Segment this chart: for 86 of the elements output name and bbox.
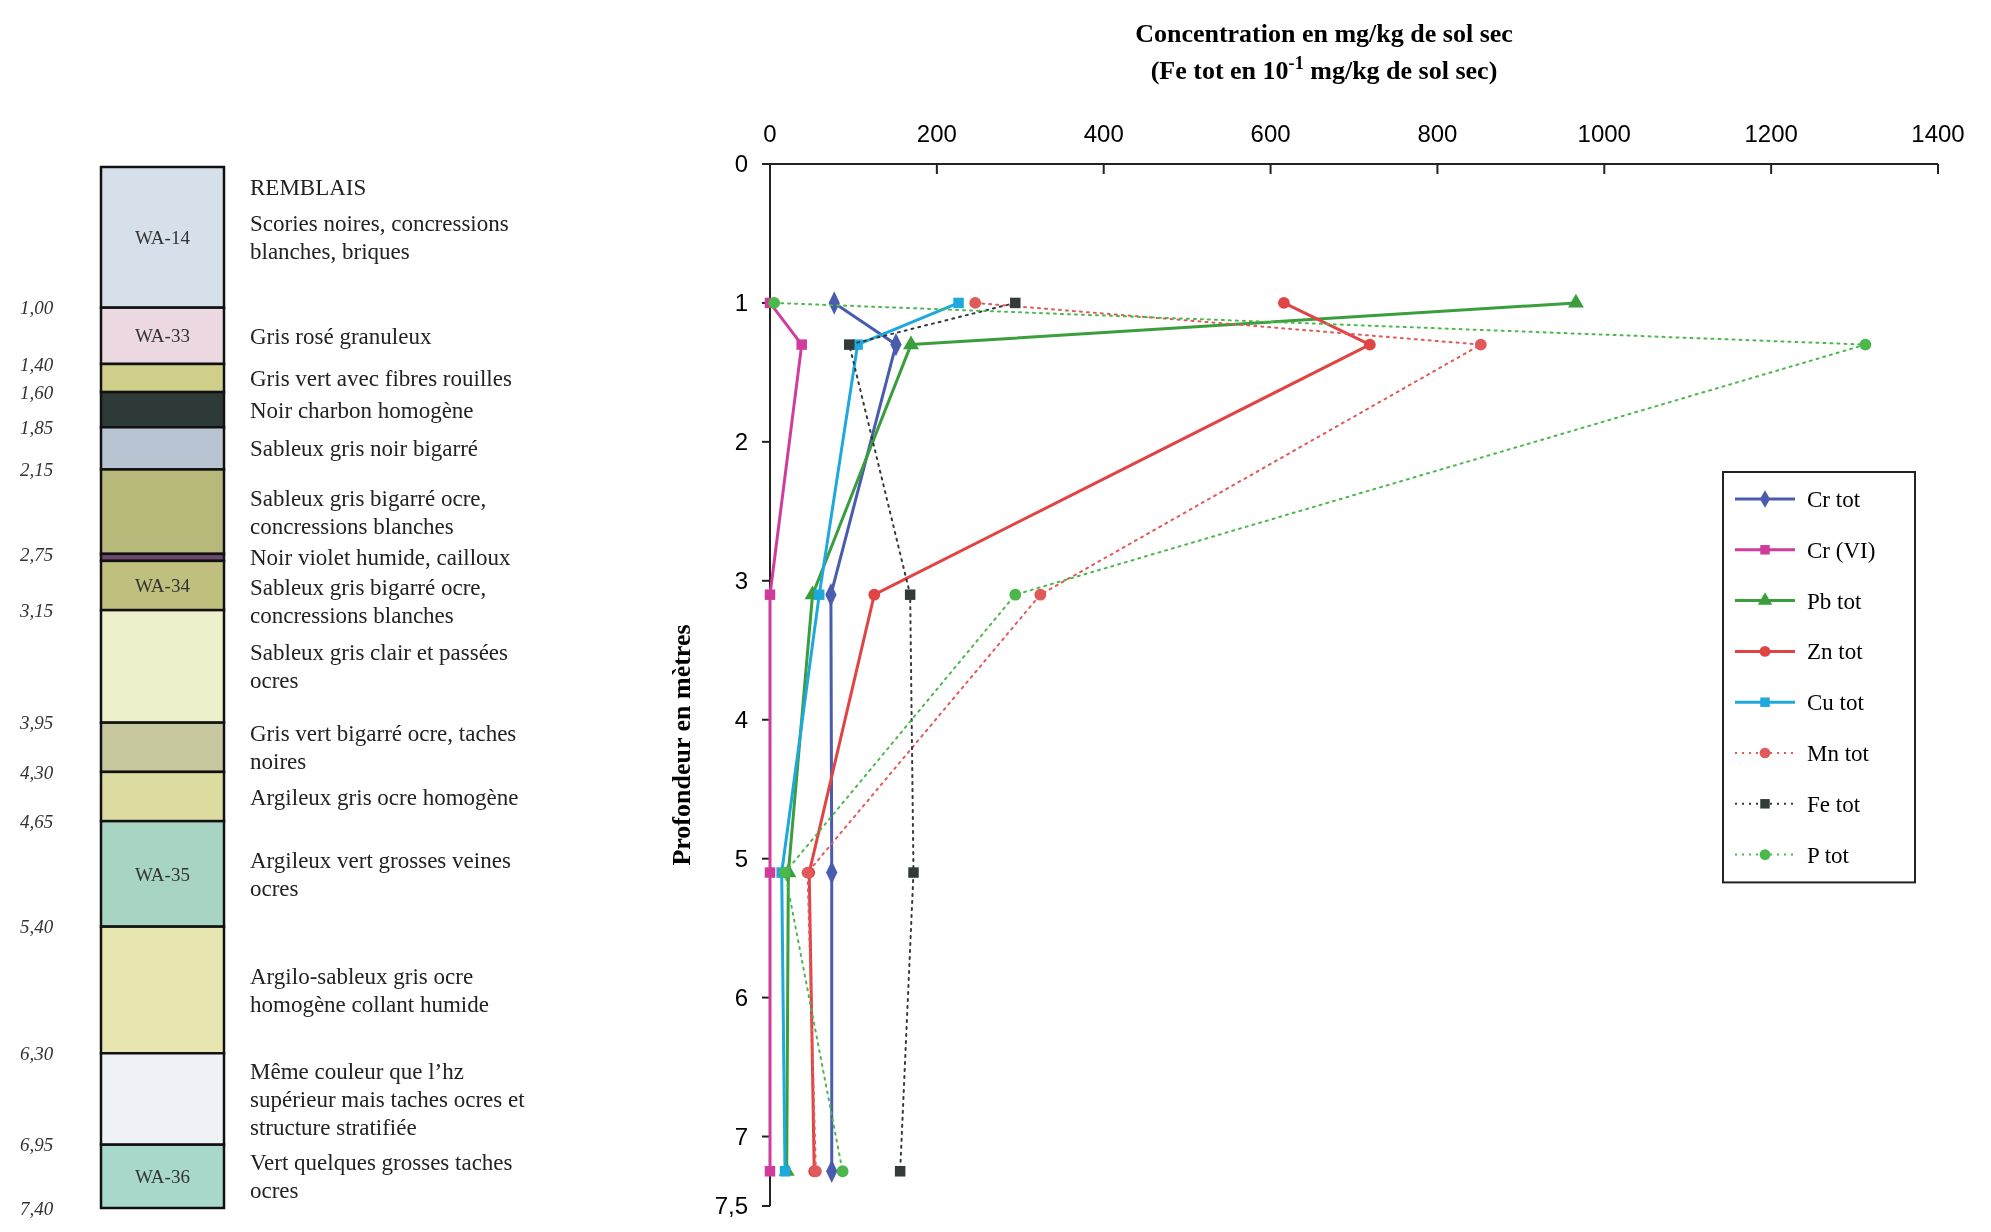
y-tick-label: 0 [734,150,748,178]
y-tick-label: 6,95 [20,1134,54,1156]
point [1034,588,1047,601]
series-label: Même couleur que l’hz supérieur mais taches ocres et structure stratifiée [250,1059,526,1141]
point [908,867,919,878]
point [764,1166,776,1177]
y-tick-label: 5,40 [20,916,54,938]
y-tick-label: 3,15 [19,599,54,621]
series-label: Sableux gris noir bigarré [250,436,479,462]
data-label: WA-33 [135,325,190,347]
legend-label: Mn tot [1807,741,1870,767]
data-label: WA-35 [135,863,190,885]
legend-label: P tot [1807,842,1850,868]
y-tick-label: 1,60 [20,381,54,403]
series-label: Argilo-sableux gris ocre homogène collant humide [250,964,489,1017]
point [844,339,855,350]
series-label: Sableux gris bigarré ocre, concressions blanches [250,575,487,629]
series-label: Scories noires, concressions blanches, briques [250,211,509,265]
y-tick-label: 7,40 [20,1197,54,1219]
point [1009,588,1022,601]
x-axis-title: Concentration en mg/kg de sol sec (Fe tot en 10$^{-1}$ mg/kg de sol sec) [1135,19,1513,86]
x-tick-label: 200 [916,120,957,148]
point [953,297,964,309]
y-tick-label: 7,5 [714,1192,748,1220]
y-tick-label: 2,75 [20,543,54,565]
series-label: Sableux gris bigarré ocre, concressions blanches [250,485,487,539]
text: REMBLAIS [250,175,367,201]
series-label: Sableux gris clair et passées ocres [250,640,509,694]
y-tick-label: 1,00 [20,297,54,319]
x-tick-label: 400 [1083,120,1124,148]
y-tick-label: 1,40 [20,353,54,375]
series-label: Noir violet humide, cailloux [250,545,512,571]
x-tick-label: 0 [763,120,777,148]
legend-label: Fe tot [1807,791,1861,817]
point [903,335,919,350]
y-tick-label: 3,95 [19,712,54,734]
point [764,867,776,878]
series-label: Argileux gris ocre homogène [250,784,519,810]
y-tick-label: 1 [734,289,748,317]
point [779,866,791,879]
y-tick-label: 1,85 [20,416,54,438]
y-tick-label: 4,30 [20,761,54,783]
x-tick-label: 1200 [1744,120,1798,148]
legend-label: Cu tot [1807,690,1865,716]
legend-label: Cr tot [1807,487,1861,513]
y-tick-label: 3 [734,567,748,595]
point [1010,297,1021,309]
point [868,588,881,601]
point [904,589,916,600]
point [1474,338,1487,351]
data-label: WA-36 [135,1166,190,1187]
y-tick-label: 4 [734,706,748,734]
series-label: Noir charbon homogène [250,397,474,423]
point [1363,338,1376,351]
x-tick-label: 1400 [1911,120,1965,148]
y-tick-label: 7 [734,1122,748,1150]
point [969,297,982,309]
point [1859,338,1872,351]
y-tick-label: 5 [734,845,748,873]
y-tick-label: 6 [734,984,748,1011]
y-tick-label: 6,30 [20,1042,54,1064]
series-label: Vert quelques grosses taches ocres [250,1150,513,1204]
y-tick-label: 4,65 [20,810,54,832]
point [894,1166,906,1177]
x-tick-label: 800 [1417,120,1458,148]
point [796,339,807,350]
data-label: WA-34 [135,575,191,597]
y-tick-label: 2,15 [20,459,54,481]
series-label: Argileux vert grosses veines ocres [250,847,511,901]
legend-label: Cr (VI) [1807,537,1876,563]
x-tick-label: 600 [1250,120,1291,148]
x-tick-label: 1000 [1577,120,1631,148]
point [764,589,776,600]
y-tick-label: 2 [734,428,748,456]
legend-label: Zn tot [1807,639,1864,665]
series-label: Gris vert avec fibres rouilles [250,366,512,392]
point [779,1166,791,1177]
series-label: Gris vert bigarré ocre, taches noires [250,721,517,775]
series-label: Gris rosé granuleux [250,323,432,349]
point [1278,297,1290,309]
y-axis-title: Profondeur en mètres [667,624,696,866]
point [813,589,825,600]
legend-label: Pb tot [1807,588,1862,614]
point [768,297,781,309]
point [836,1165,849,1178]
data-label: WA-14 [135,226,191,248]
